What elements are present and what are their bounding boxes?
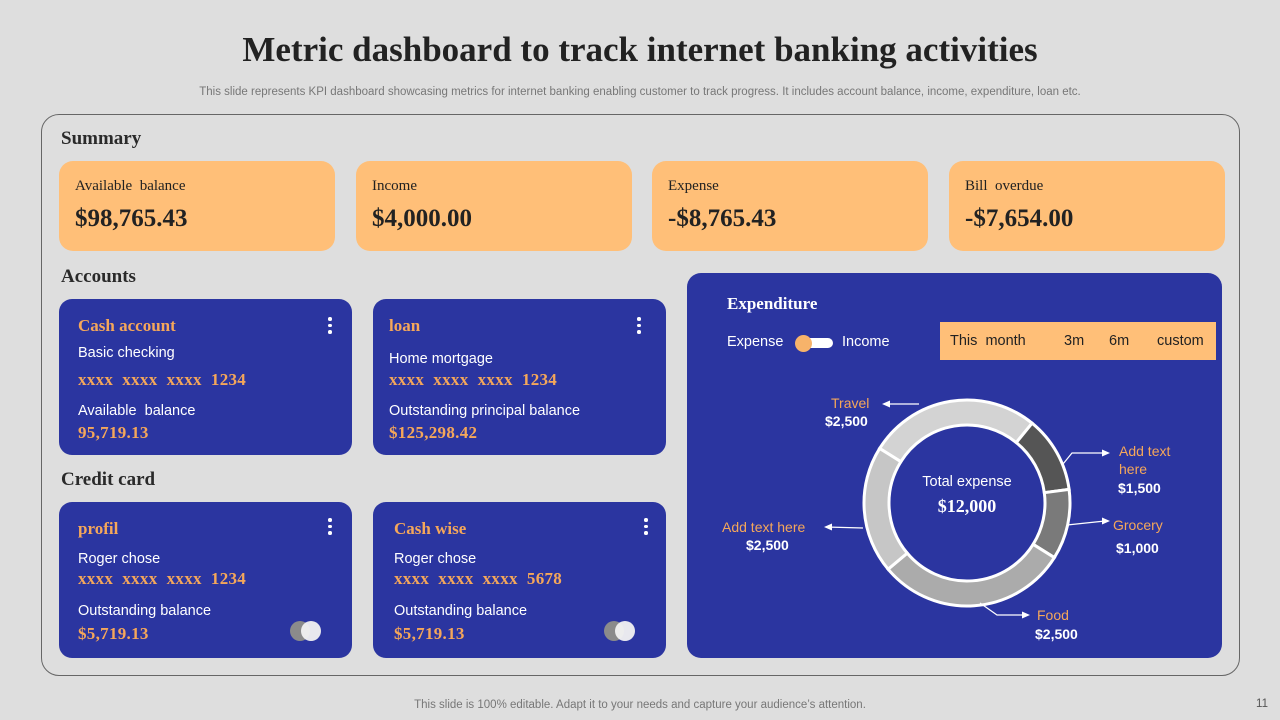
page-number: 11	[1256, 698, 1268, 710]
kpi-value: $98,765.43	[75, 205, 188, 232]
time-range-selector: This month 3m 6m custom	[940, 322, 1216, 360]
expense-donut-chart	[824, 398, 1110, 619]
balance-label: Available balance	[78, 403, 196, 419]
label-travel: Travel	[831, 395, 870, 411]
value-other-left: $2,500	[746, 537, 789, 553]
page-subtitle: This slide represents KPI dashboard show…	[199, 86, 1081, 98]
more-options-icon[interactable]	[637, 317, 643, 337]
card-network-icon	[604, 621, 636, 641]
donut-slice-add-text-here-4	[862, 446, 910, 572]
toggle-label-income[interactable]: Income	[842, 334, 890, 350]
arrow-other-top	[1102, 449, 1110, 457]
section-credit-card: Credit card	[61, 469, 156, 490]
kpi-label: Income	[372, 178, 417, 194]
account-card-loan[interactable]: loan Home mortgage xxxx xxxx xxxx 1234 O…	[373, 299, 666, 455]
expenditure-title: Expenditure	[727, 294, 818, 313]
kpi-label: Expense	[668, 178, 719, 194]
arrow-food	[1022, 611, 1030, 619]
leader-line-other-left	[825, 526, 864, 529]
account-number: xxxx xxxx xxxx 1234	[389, 370, 558, 389]
total-expense-label: Total expense	[922, 474, 1012, 490]
more-options-icon[interactable]	[644, 518, 650, 538]
leader-line-food	[979, 602, 1025, 616]
credit-card-cash-wise[interactable]: Cash wise Roger chose xxxx xxxx xxxx 567…	[373, 502, 666, 658]
footer-note: This slide is 100% editable. Adapt it to…	[414, 699, 866, 711]
balance-value: 95,719.13	[78, 423, 149, 442]
arrow-other-left	[824, 523, 832, 531]
value-travel: $2,500	[825, 413, 868, 429]
arrow-grocery	[1102, 517, 1110, 525]
label-other-top-1: Add text	[1119, 443, 1171, 459]
more-options-icon[interactable]	[328, 317, 334, 337]
balance-label: Outstanding balance	[394, 603, 528, 619]
label-food: Food	[1037, 607, 1069, 623]
kpi-label: Bill overdue	[965, 178, 1044, 194]
page-title: Metric dashboard to track internet banki…	[242, 30, 1038, 69]
label-other-top-2: here	[1119, 461, 1148, 477]
card-name: Cash wise	[394, 519, 467, 538]
section-summary: Summary	[61, 128, 142, 149]
kpi-expense: Expense -$8,765.43	[652, 161, 928, 251]
kpi-available-balance: Available balance $98,765.43	[59, 161, 335, 251]
leader-line-grocery	[1066, 520, 1106, 526]
account-number: xxxx xxxx xxxx 1234	[78, 370, 247, 389]
balance-label: Outstanding principal balance	[389, 403, 581, 419]
value-other-top: $1,500	[1118, 480, 1161, 496]
more-options-icon[interactable]	[328, 518, 334, 538]
credit-card-profil[interactable]: profil Roger chose xxxx xxxx xxxx 1234 O…	[59, 502, 352, 658]
account-type: Basic checking	[78, 345, 175, 361]
card-holder: Roger chose	[394, 551, 477, 567]
kpi-bill-overdue: Bill overdue -$7,654.00	[949, 161, 1225, 251]
kpi-value: $4,000.00	[372, 205, 472, 232]
card-name: profil	[78, 519, 119, 538]
arrow-travel	[882, 400, 890, 408]
kpi-label: Available balance	[75, 178, 186, 194]
value-food: $2,500	[1035, 626, 1078, 642]
donut-slice-travel-0	[877, 398, 1035, 464]
account-name: Cash account	[78, 316, 176, 335]
range-this-month[interactable]: This month	[950, 333, 1026, 349]
card-network-icon	[290, 621, 322, 641]
section-accounts: Accounts	[61, 266, 136, 287]
total-expense-value: $12,000	[937, 496, 997, 516]
balance-value: $5,719.13	[394, 624, 465, 643]
leader-line-other-top	[1062, 452, 1105, 465]
card-holder: Roger chose	[78, 551, 161, 567]
balance-label: Outstanding balance	[78, 603, 212, 619]
expense-income-toggle[interactable]	[795, 335, 833, 352]
label-grocery: Grocery	[1113, 517, 1163, 533]
kpi-value: -$7,654.00	[965, 205, 1074, 232]
label-other-left: Add text here	[722, 519, 806, 535]
range-custom[interactable]: custom	[1157, 333, 1204, 349]
range-3m[interactable]: 3m	[1064, 333, 1085, 349]
balance-value: $5,719.13	[78, 624, 149, 643]
account-name: loan	[389, 316, 421, 335]
toggle-label-expense[interactable]: Expense	[727, 334, 784, 350]
account-type: Home mortgage	[389, 351, 493, 367]
kpi-income: Income $4,000.00	[356, 161, 632, 251]
balance-value: $125,298.42	[389, 423, 478, 442]
range-6m[interactable]: 6m	[1109, 333, 1130, 349]
kpi-value: -$8,765.43	[668, 205, 777, 232]
donut-slice-food-3	[885, 542, 1057, 608]
expenditure-panel: Expenditure Expense Income This month 3m…	[687, 273, 1222, 658]
value-grocery: $1,000	[1116, 540, 1159, 556]
account-card-cash[interactable]: Cash account Basic checking xxxx xxxx xx…	[59, 299, 352, 455]
card-number: xxxx xxxx xxxx 5678	[394, 569, 563, 588]
dashboard-panel	[41, 114, 1240, 676]
card-number: xxxx xxxx xxxx 1234	[78, 569, 247, 588]
